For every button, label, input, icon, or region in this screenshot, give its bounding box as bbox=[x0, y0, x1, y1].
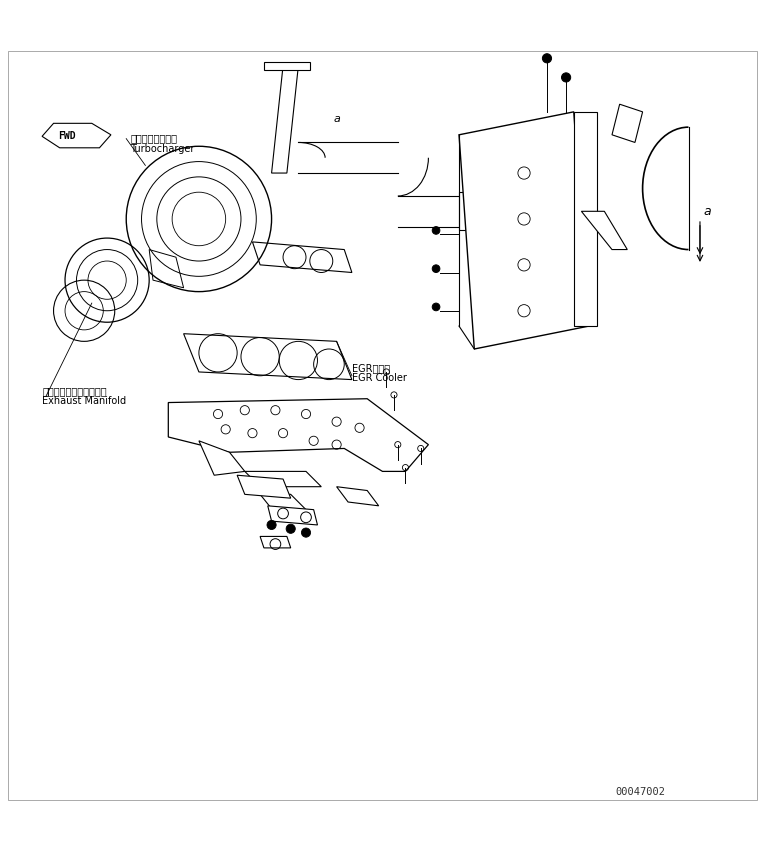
Polygon shape bbox=[149, 249, 184, 288]
Circle shape bbox=[432, 226, 440, 234]
Text: a: a bbox=[704, 205, 711, 218]
Polygon shape bbox=[272, 66, 298, 173]
Polygon shape bbox=[264, 62, 310, 70]
Polygon shape bbox=[581, 211, 627, 249]
Polygon shape bbox=[337, 487, 379, 505]
Polygon shape bbox=[252, 242, 352, 272]
Circle shape bbox=[562, 73, 571, 82]
Polygon shape bbox=[612, 104, 643, 142]
Polygon shape bbox=[42, 123, 111, 148]
Circle shape bbox=[432, 303, 440, 311]
Text: a: a bbox=[334, 115, 340, 124]
Text: Turbocharger: Turbocharger bbox=[130, 144, 194, 153]
Polygon shape bbox=[459, 192, 474, 231]
Text: エキゾーストマニホルド: エキゾーストマニホルド bbox=[42, 386, 106, 396]
Text: EGRクーラ: EGRクーラ bbox=[352, 363, 390, 373]
Polygon shape bbox=[268, 505, 317, 525]
Polygon shape bbox=[237, 475, 291, 498]
Polygon shape bbox=[184, 334, 352, 380]
Text: FWD: FWD bbox=[57, 131, 76, 141]
Polygon shape bbox=[260, 494, 306, 513]
Polygon shape bbox=[168, 399, 428, 471]
Polygon shape bbox=[260, 536, 291, 548]
Circle shape bbox=[301, 528, 311, 537]
Polygon shape bbox=[574, 111, 597, 326]
Polygon shape bbox=[459, 111, 589, 349]
Polygon shape bbox=[199, 441, 245, 475]
Polygon shape bbox=[245, 471, 321, 487]
Circle shape bbox=[286, 524, 295, 534]
Text: 00047002: 00047002 bbox=[616, 786, 666, 797]
Text: Exhaust Manifold: Exhaust Manifold bbox=[42, 396, 126, 406]
Text: ターボチャージャ: ターボチャージャ bbox=[130, 134, 177, 144]
Circle shape bbox=[267, 520, 276, 529]
Circle shape bbox=[542, 54, 552, 63]
Circle shape bbox=[432, 265, 440, 272]
Text: EGR Cooler: EGR Cooler bbox=[352, 373, 407, 383]
